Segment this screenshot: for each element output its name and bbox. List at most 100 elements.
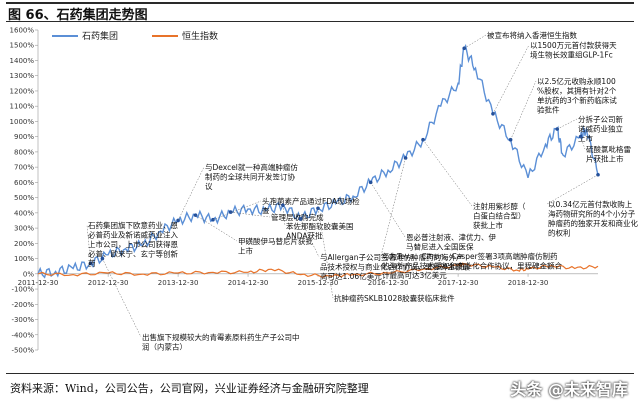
annotation-line: 品技术授权与商业化合作协议，里程碑金额最	[320, 262, 470, 272]
annotation-text: 以1500万元首付款获得天境生物长效重组GLP-1Fc	[530, 40, 617, 60]
annotation-leader	[492, 44, 530, 114]
annotation-line: 的海外产品技术授权和商业化合作协议，里程碑金额合	[382, 261, 562, 271]
top-rule	[6, 2, 634, 4]
annotation-line: 以2.5亿元收购永顺100	[537, 76, 616, 86]
annotation-line: %股权，其拥有针对2个	[537, 86, 617, 96]
y-tick-label: 500%	[14, 194, 34, 202]
annotation-leader	[282, 205, 286, 227]
annotation-line: 头孢菌素产品通过FDA现场检	[262, 196, 360, 206]
annotation-line: 甲磺酸伊马替尼片获批	[238, 236, 313, 246]
annotation-leader	[177, 166, 205, 221]
annotation-leader	[300, 218, 320, 258]
figure-title: 图 66、石药集团走势图	[8, 8, 148, 23]
x-tick-label: 2016-12-30	[368, 279, 409, 287]
annotation-line: 分拆子公司新	[578, 114, 623, 124]
annotation-leader	[422, 139, 473, 207]
annotation-leader	[86, 224, 91, 264]
annotation-line: 以0.34亿元首付款收购上	[548, 199, 633, 209]
y-tick-label: -200%	[11, 301, 34, 309]
y-tick-label: 200%	[14, 240, 34, 248]
x-tick-label: 2015-12-30	[298, 279, 339, 287]
annotation-line: 药	[88, 258, 96, 268]
annotation-line: 与为Teva、Citron、Casper签署3项高端肿瘤仿制药	[382, 251, 558, 261]
annotation-text: 分拆子公司新诺威药业独立上市	[578, 114, 623, 143]
annotation-line: 与Allergan子公司签署难仿肿瘤药的海外产	[320, 252, 463, 262]
series-line-hsi	[37, 262, 599, 278]
x-tick-label: 2012-12-30	[88, 279, 129, 287]
annotation-line: 肿瘤药的独家开发和商业化	[548, 218, 638, 228]
y-tick-label: 1200%	[10, 87, 35, 95]
y-tick-label: 1600%	[10, 27, 35, 35]
annotation-text: 与Allergan子公司签署难仿肿瘤药的海外产品技术授权与商业化合作协议，里程碑…	[320, 252, 470, 281]
annotation-line: 高可达1.06亿美元	[320, 271, 382, 281]
annotation-text: 出售旗下规模较大的青霉素原料药生产子公司中润（内蒙古）	[142, 332, 300, 352]
annotation-line: 与Dexcel就一种高端肿瘤仿	[205, 162, 298, 172]
annotation-text: 与Dexcel就一种高端肿瘤仿制药的全球共同开发签订协议	[205, 162, 298, 191]
x-tick-label: 2014-12-30	[228, 279, 269, 287]
annotation-line: ANDA获批	[286, 231, 323, 241]
annotation-marker	[88, 261, 93, 265]
y-tick-label: -300%	[11, 316, 34, 324]
annotation-line: 抗肿瘤药SKLB1028胶囊获临床批件	[334, 293, 455, 303]
annotation-leader	[230, 211, 271, 218]
annotation-line: 必普药业及新诺威药业注入	[88, 230, 178, 240]
annotation-leader	[212, 200, 262, 220]
annotation-line: 以1500万元首付款获得天	[530, 40, 617, 50]
annotation-leader	[102, 258, 142, 338]
y-tick-label: 1300%	[10, 72, 35, 80]
annotation-line: 查	[262, 206, 270, 216]
annotation-line: 必普、欧来宁、玄宁等创新	[88, 249, 178, 259]
x-tick-label: 2011-12-30	[18, 279, 59, 287]
y-tick-label: 800%	[14, 148, 34, 156]
x-tick-label: 2013-12-30	[158, 279, 199, 287]
annotation-leader	[557, 118, 578, 130]
annotation-line: 计最高可达3亿美元	[382, 270, 447, 280]
series-line-shiyao	[37, 43, 599, 279]
watermark: 头条 @未来智库	[510, 380, 628, 399]
y-tick-label: -500%	[11, 347, 34, 355]
annotation-line: 出售旗下规模较大的青霉素原料药生产子公司中	[142, 332, 300, 342]
annotation-line: 单抗药的3个新药临床试	[537, 95, 617, 105]
annotation-line: 制药的全球共同开发签订协	[205, 172, 295, 182]
source-note: 资料来源：Wind，公司公告，公司官网，兴业证券经济与金融研究院整理	[10, 382, 369, 395]
annotation-text: 注射用紫杉醇（白蛋白结合型）获批上市	[473, 201, 526, 230]
annotation-line: 境生物长效重组GLP-1Fc	[530, 50, 613, 60]
title-rule	[6, 21, 634, 22]
annotation-text: 苯佐那酯软胶囊美国 ANDA获批	[286, 221, 354, 241]
y-tick-label: 600%	[14, 179, 34, 187]
y-tick-label: 400%	[14, 209, 34, 217]
annotation-text: 恩必普注射液、津优力、伊马替尼进入全国医保	[406, 232, 496, 252]
stock-chart: 1600% 1500% 1400% 1300% 1200% 1100% 1000% 900% 8…	[10, 27, 639, 355]
annotation-text: 管理层收购完成	[271, 212, 324, 222]
annotation-line: 润（内蒙古）	[142, 342, 187, 352]
annotation-text: 甲磺酸伊马替尼片获批上市	[238, 236, 313, 256]
y-tick-label: 700%	[14, 164, 34, 172]
x-tick-label: 2018-12-30	[508, 279, 549, 287]
annotation-leader	[510, 80, 537, 140]
annotation-text: 硫酸氯吡格雷片获批上市	[586, 144, 631, 164]
y-tick-label: 1400%	[10, 57, 35, 65]
annotation-leader	[464, 34, 487, 49]
annotation-text: 以0.34亿元首付款收购上海药物研究所的4个小分子肿瘤药的独家开发和商业化的权利	[548, 199, 638, 238]
annotation-leader	[195, 214, 238, 242]
annotation-line: 的权利	[548, 228, 571, 238]
annotation-line: 注射用紫杉醇（	[473, 201, 526, 211]
legend-label: 石药集团	[82, 30, 118, 42]
annotation-line: 上市	[578, 133, 593, 143]
y-tick-label: 900%	[14, 133, 34, 141]
annotation-text: 被宣布将纳入香港恒生指数	[487, 30, 577, 40]
annotation-leader	[317, 208, 334, 299]
annotation-line: 马替尼进入全国医保	[406, 242, 474, 252]
annotation-line: 获批上市	[473, 220, 503, 230]
annotation-marker	[403, 156, 408, 160]
annotation-leader	[546, 174, 599, 205]
annotation-text: 以2.5亿元收购永顺100 %股权，其拥有针对2个单抗药的3个新药临床试验批件	[537, 76, 617, 115]
y-tick-label: -400%	[11, 331, 34, 339]
annotation-line: 片获批上市	[586, 154, 624, 164]
y-tick-label: -100%	[11, 286, 34, 294]
annotation-text: 头孢菌素产品通过FDA现场检查	[262, 196, 360, 216]
annotation-leader	[580, 136, 586, 150]
annotation-line: 白蛋白结合型）	[473, 211, 526, 221]
annotation-text: 与为Teva、Citron、Casper签署3项高端肿瘤仿制药的海外产品技术授权…	[382, 251, 562, 280]
annotation-line: 上市公司，上市公司获得恩	[88, 239, 178, 249]
